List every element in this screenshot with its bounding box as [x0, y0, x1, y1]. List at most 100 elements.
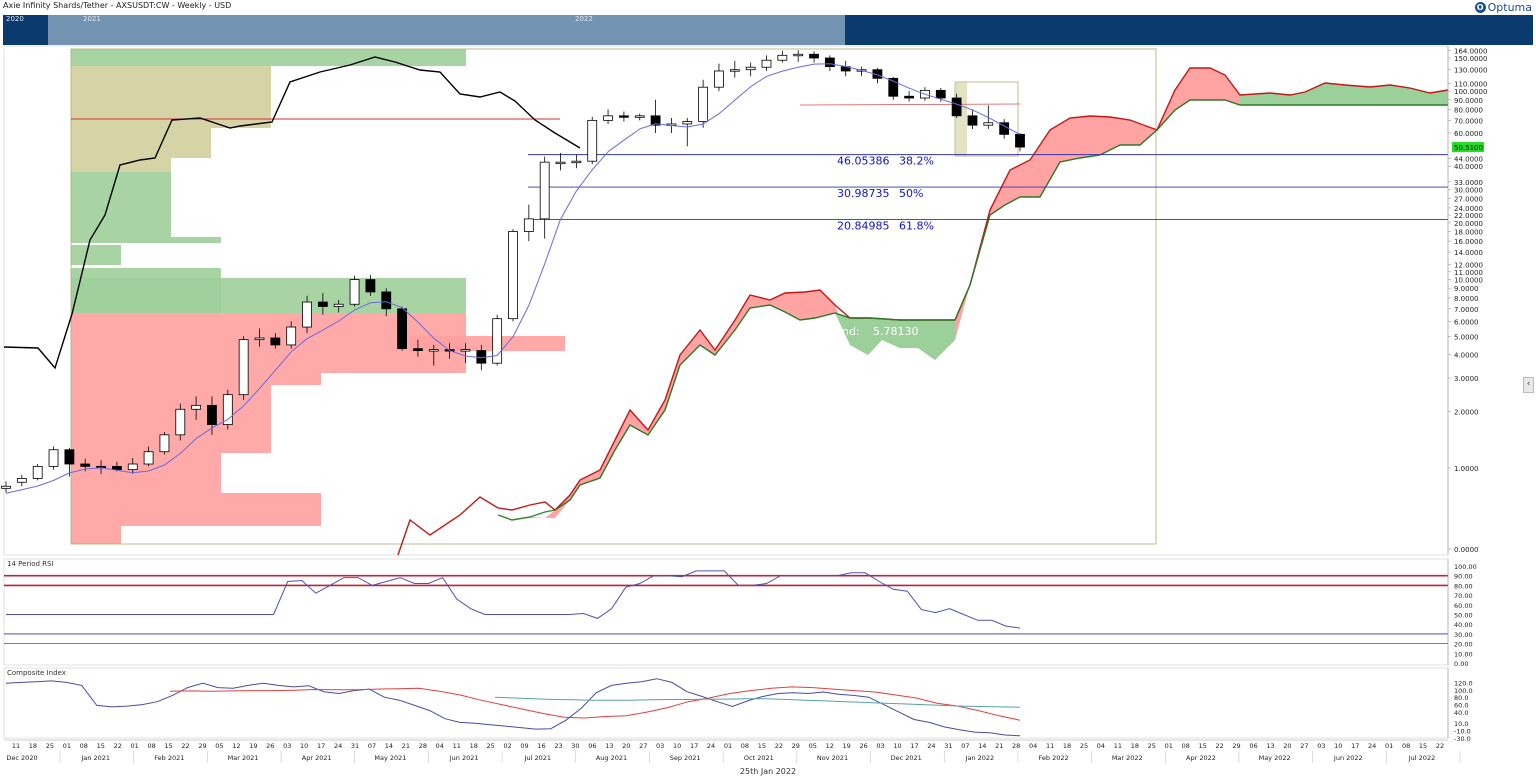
price-pane[interactable]: 46.05386 38.2% 30.98735 50% 20.84985 61.8% nd:…: [1, 45, 1488, 556]
candle-body: [492, 318, 503, 364]
price-tick-label: 70.0000: [1454, 117, 1483, 125]
candle-body: [191, 404, 202, 410]
rsi-tick-label: 20.00: [1454, 641, 1473, 649]
x-tick-label: 15: [1419, 742, 1427, 750]
volume-profile-bar: [71, 526, 121, 544]
candle-body: [159, 434, 170, 453]
candle-body: [80, 463, 91, 467]
month-label: Apr 2022: [1186, 754, 1216, 762]
x-tick-label: 08: [1402, 742, 1410, 750]
navigator-year-2021: 2021: [83, 15, 101, 23]
candle-body: [222, 394, 233, 425]
x-tick-label: 25: [1080, 742, 1088, 750]
volume-profile-bar: [71, 493, 321, 526]
x-tick-label: 28: [1012, 742, 1020, 750]
collapse-panel-chevron-icon[interactable]: ‹: [1523, 377, 1534, 393]
month-label: Jul 2021: [524, 754, 551, 762]
candle-body: [983, 122, 994, 126]
x-tick-label: 13: [1266, 742, 1274, 750]
month-label: Nov 2021: [817, 754, 848, 762]
last-price-badge: [1452, 142, 1484, 153]
candle-body: [1, 485, 11, 489]
x-tick-label: 15: [97, 742, 105, 750]
candle-body: [650, 115, 661, 126]
x-tick-label: 02: [503, 742, 511, 750]
x-tick-label: 21: [402, 742, 410, 750]
candle-body: [745, 66, 756, 71]
x-tick-label: 15: [758, 742, 766, 750]
composite-index-title: Composite Index: [7, 669, 66, 677]
time-navigator[interactable]: 2020 2021 2022: [3, 15, 1533, 45]
x-tick-label: 25: [487, 742, 495, 750]
x-tick-label: 29: [1232, 742, 1240, 750]
x-tick-label: 01: [63, 742, 71, 750]
rsi-tick-label: 80.00: [1454, 582, 1473, 590]
month-label: Aug 2021: [596, 754, 627, 762]
candle-body: [824, 57, 835, 68]
price-tick-label: 18.0000: [1454, 228, 1483, 236]
x-tick-label: 17: [910, 742, 918, 750]
x-tick-label: 11: [1114, 742, 1122, 750]
month-label: Dec 2020: [6, 754, 37, 762]
rsi-tick-label: 100.00: [1454, 563, 1477, 571]
composite-index-pane-frame: [3, 667, 1449, 739]
price-tick-label: 80.0000: [1454, 106, 1483, 114]
candle-body: [428, 349, 439, 352]
x-tick-label: 16: [537, 742, 545, 750]
x-tick-label: 03: [876, 742, 884, 750]
x-tick-label: 31: [944, 742, 952, 750]
candle-body: [729, 69, 740, 72]
volume-profile-bar: [71, 49, 466, 66]
x-tick-label: 11: [1046, 742, 1054, 750]
candle-body: [619, 115, 629, 118]
x-tick-label: 08: [147, 742, 155, 750]
fib-level-price: 30.98735: [837, 187, 890, 200]
volume-profile-bar: [71, 433, 271, 453]
fib-level-price: 46.05386: [837, 155, 890, 168]
x-tick-label: 04: [1097, 742, 1105, 750]
month-label: Jan 2021: [80, 754, 110, 762]
x-tick-label: 17: [1351, 742, 1359, 750]
month-label: Apr 2021: [302, 754, 332, 762]
x-tick-label: 22: [775, 742, 783, 750]
price-tick-label: 0.0000: [1454, 546, 1479, 554]
price-tick-label: 100.0000: [1454, 88, 1487, 96]
x-tick-label: 10: [893, 742, 901, 750]
navigator-window[interactable]: [48, 15, 845, 45]
x-tick-label: 22: [181, 742, 189, 750]
price-tick-label: 4.0000: [1454, 352, 1479, 360]
candle-body: [809, 53, 819, 59]
x-tick-label: 18: [29, 742, 37, 750]
month-label: May 2021: [374, 754, 406, 762]
candle-body: [286, 326, 297, 346]
x-tick-label: 24: [707, 742, 715, 750]
x-tick-label: 27: [639, 742, 647, 750]
price-tick-label: 130.0000: [1454, 67, 1487, 75]
logo-text: Optuma: [1487, 1, 1532, 14]
x-tick-label: 27: [1300, 742, 1308, 750]
price-tick-label: 9.0000: [1454, 285, 1479, 293]
rsi-title: 14 Period RSI: [7, 560, 54, 568]
x-tick-label: 20: [622, 742, 630, 750]
price-tick-label: 24.0000: [1454, 205, 1483, 213]
candle-body: [365, 279, 376, 293]
month-label: Jan 2022: [965, 754, 995, 762]
candle-body: [539, 161, 550, 220]
candle-body: [555, 161, 566, 165]
candle-body: [888, 77, 899, 97]
price-tick-label: 11.0000: [1454, 269, 1483, 277]
x-tick-label: 24: [334, 742, 342, 750]
price-tick-label: 5.0000: [1454, 333, 1479, 341]
candle-body: [587, 119, 598, 162]
x-tick-label: 03: [283, 742, 291, 750]
x-tick-label: 01: [131, 742, 139, 750]
x-tick-label: 01: [1385, 742, 1393, 750]
volume-profile-bar: [71, 278, 466, 313]
volume-profile-bar: [71, 373, 321, 385]
price-tick-label: 6.0000: [1454, 318, 1479, 326]
month-label: May 2022: [1259, 754, 1291, 762]
cursor-date-label: 25th Jan 2022: [739, 767, 797, 776]
